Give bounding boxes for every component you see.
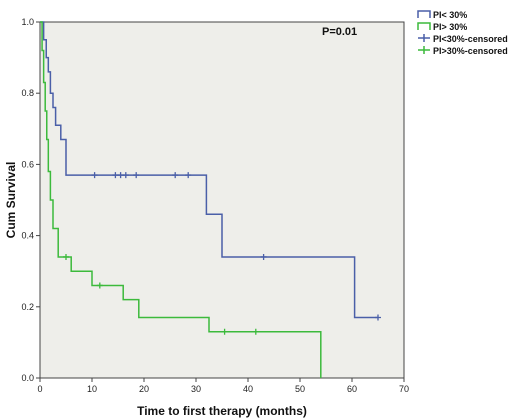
censor-mark [91,172,98,179]
series-line-2 [40,21,322,378]
censor-mark [252,328,259,335]
x-tick-label: 70 [399,384,409,394]
legend-label: PI> 30% [433,22,467,32]
x-tick-label: 30 [191,384,201,394]
censor-mark [185,172,192,179]
censor-mark [122,172,129,179]
p-value-annotation: P=0.01 [322,26,357,38]
legend-label: PI< 30% [433,10,467,20]
censor-mark [63,253,69,260]
censor-mark [172,172,179,179]
x-tick-label: 20 [139,384,149,394]
y-tick-label: 1.0 [21,17,34,27]
censor-mark [221,328,228,335]
censor-mark [96,282,103,289]
y-tick-label: 0.2 [21,302,34,312]
y-tick-label: 0.8 [21,88,34,98]
series-line-1 [40,21,378,319]
y-tick-label: 0.0 [21,373,34,383]
plot-background [39,21,405,379]
legend-swatch [418,34,430,42]
y-tick-label: 0.6 [21,159,34,169]
y-axis-label: Cum Survival [4,162,18,239]
x-axis: 0 10 20 30 40 50 60 70 [37,378,409,394]
censor-mark [260,253,267,260]
censor-mark [133,172,140,179]
legend: PI< 30% PI> 30% PI<30%-censored PI>30%-cens… [417,10,508,56]
series-layer [40,21,381,378]
y-axis: 0.0 0.2 0.4 0.6 0.8 1.0 [21,17,40,383]
x-tick-label: 60 [347,384,357,394]
censor-mark [117,172,124,179]
legend-label: PI<30%-censored [433,34,508,44]
legend-swatch [417,10,431,18]
y-tick-label: 0.4 [21,231,34,241]
censor-mark [375,314,381,321]
x-axis-label: Time to first therapy (months) [137,404,307,418]
legend-label: PI>30%-censored [433,46,508,56]
legend-swatch [418,46,430,54]
x-tick-label: 50 [295,384,305,394]
x-tick-label: 40 [243,384,253,394]
censor-mark [112,172,119,179]
legend-swatch [417,22,431,30]
x-tick-label: 0 [37,384,42,394]
x-tick-label: 10 [87,384,97,394]
